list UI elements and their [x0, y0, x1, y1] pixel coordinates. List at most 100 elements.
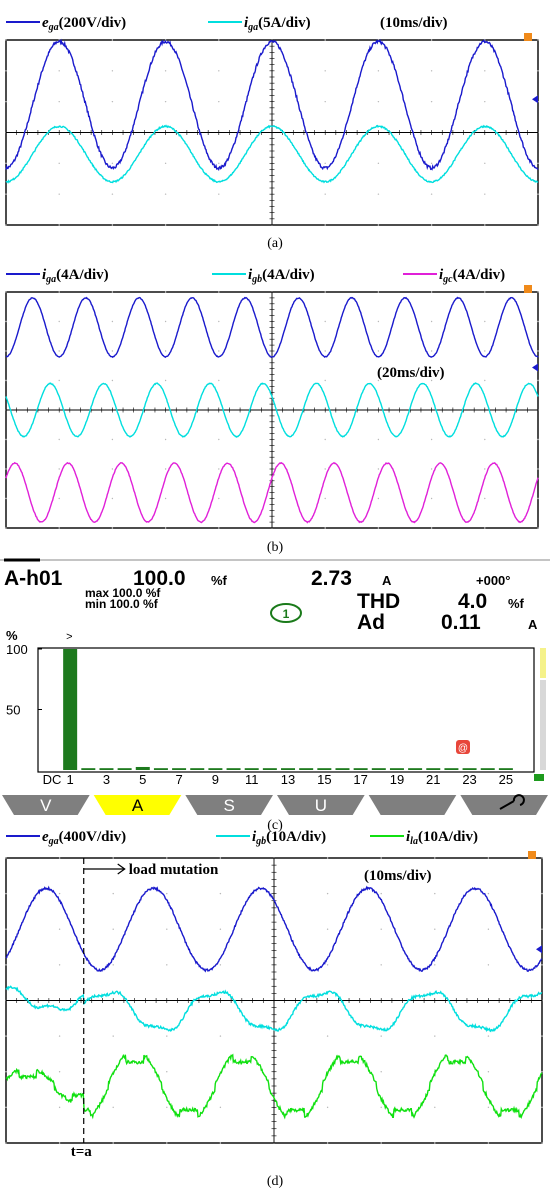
grid-dot: [541, 928, 543, 930]
grid-dot: [541, 857, 543, 859]
menu-tab-shape[interactable]: [277, 795, 365, 815]
grid-dot: [430, 70, 433, 72]
grid-dot: [5, 892, 7, 895]
grid-dot: [324, 468, 326, 470]
x-tick-label: 21: [426, 772, 440, 787]
zoom-icon[interactable]: [499, 794, 525, 810]
channel-level-marker-icon: [532, 95, 538, 104]
scroll-end-marker: [534, 774, 544, 781]
grid-dot: [541, 964, 543, 966]
grid-dot: [5, 468, 7, 470]
grid-dot: [434, 1106, 436, 1109]
harmonic-bar-20: [408, 768, 423, 770]
menu-tab-1[interactable]: A: [93, 795, 182, 815]
grid-dot: [484, 193, 486, 195]
arrow-right-icon: [83, 863, 126, 875]
grid-dot: [484, 291, 486, 293]
harmonic-bar-6: [153, 768, 168, 770]
grid-dot: [484, 527, 486, 529]
menu-tab-shape[interactable]: [2, 795, 90, 815]
menu-tab-shape[interactable]: [185, 795, 273, 815]
trace-i-ga: [5, 296, 539, 359]
grid-dot: [58, 1142, 61, 1144]
legend-item: igb(4A/div): [212, 267, 315, 285]
grid-dot: [219, 1035, 222, 1037]
menu-tab-shape[interactable]: [460, 795, 548, 815]
caption-d: (d): [266, 1174, 284, 1189]
grid-dot: [166, 1142, 168, 1144]
event-time-label: t=a: [71, 1144, 93, 1160]
grid-dot: [487, 1035, 490, 1037]
grid-dot: [487, 857, 490, 859]
grid-dot: [5, 350, 7, 352]
grid-dot: [324, 162, 326, 165]
menu-tab-label: U: [315, 796, 327, 815]
grid-dot: [112, 857, 114, 859]
grid-dot: [58, 162, 60, 165]
grid-dot: [218, 162, 220, 165]
harmonic-bar-2: [81, 768, 96, 770]
grid-dot: [112, 1035, 114, 1037]
grid-dot: [164, 70, 167, 72]
trace-i-gb: [5, 382, 539, 438]
grid-dot: [326, 857, 329, 859]
menu-tab-shape[interactable]: [368, 795, 457, 815]
grid-dot: [5, 527, 7, 529]
harmonic-bar-16: [335, 768, 350, 770]
grid-dot: [377, 162, 380, 165]
grid-dot: [430, 224, 433, 226]
x-tick-label: 23: [462, 772, 476, 787]
grid-dot: [111, 291, 114, 293]
menu-tab-3[interactable]: U: [277, 795, 365, 815]
grid-dot: [5, 39, 7, 41]
y-tick-label: 100: [6, 642, 28, 657]
harmonic-bar-13: [281, 768, 296, 770]
grid-dot: [541, 1142, 543, 1144]
menu-tab-4[interactable]: [368, 795, 457, 815]
y-axis-unit: %: [6, 628, 18, 643]
grid-dot: [537, 70, 539, 72]
menu-tab-5[interactable]: [460, 795, 548, 815]
grid-dot: [166, 857, 168, 859]
grid-dot: [111, 100, 114, 103]
grid-dot: [324, 224, 326, 226]
grid-dot: [380, 928, 382, 930]
grid-dot: [430, 497, 433, 500]
grid-dot: [430, 379, 433, 382]
grid-dot: [434, 1035, 436, 1037]
grid-dot: [166, 928, 168, 930]
scope-panel-a: [5, 33, 539, 226]
grid-dot: [430, 162, 433, 165]
scope-panel-b: [5, 285, 539, 529]
x-tick-label: 19: [390, 772, 404, 787]
grid-dot: [58, 193, 60, 195]
thd-value: 4.0: [458, 590, 487, 613]
grid-dot: [430, 468, 433, 470]
grid-dot: [219, 964, 222, 966]
menu-tab-shape[interactable]: [93, 795, 182, 815]
grid-dot: [326, 964, 329, 966]
grid-dot: [58, 350, 60, 352]
grid-dot: [166, 1071, 168, 1073]
grid-dot: [537, 39, 539, 41]
menu-tab-2[interactable]: S: [185, 795, 273, 815]
grid-dot: [164, 468, 167, 470]
x-tick-label: 3: [103, 772, 110, 787]
menu-tab-0[interactable]: V: [2, 795, 90, 815]
harmonic-bar-8: [190, 768, 205, 770]
grid-dot: [5, 320, 7, 323]
grid-dot: [377, 224, 380, 226]
channel-level-marker-icon: [536, 945, 542, 954]
grid-dot: [111, 193, 114, 195]
grid-dot: [166, 892, 168, 895]
max-readout: max 100.0 %f: [85, 586, 161, 600]
harmonic-bar-12: [262, 768, 277, 770]
harmonic-bar-15: [317, 768, 332, 770]
grid-dot: [430, 527, 433, 529]
grid-dot: [218, 39, 220, 41]
grid-dot: [219, 1106, 222, 1109]
grid-dot: [487, 892, 490, 895]
harmonic-bar-23: [462, 768, 477, 770]
